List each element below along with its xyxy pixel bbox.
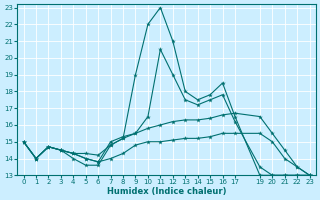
X-axis label: Humidex (Indice chaleur): Humidex (Indice chaleur) — [107, 187, 226, 196]
